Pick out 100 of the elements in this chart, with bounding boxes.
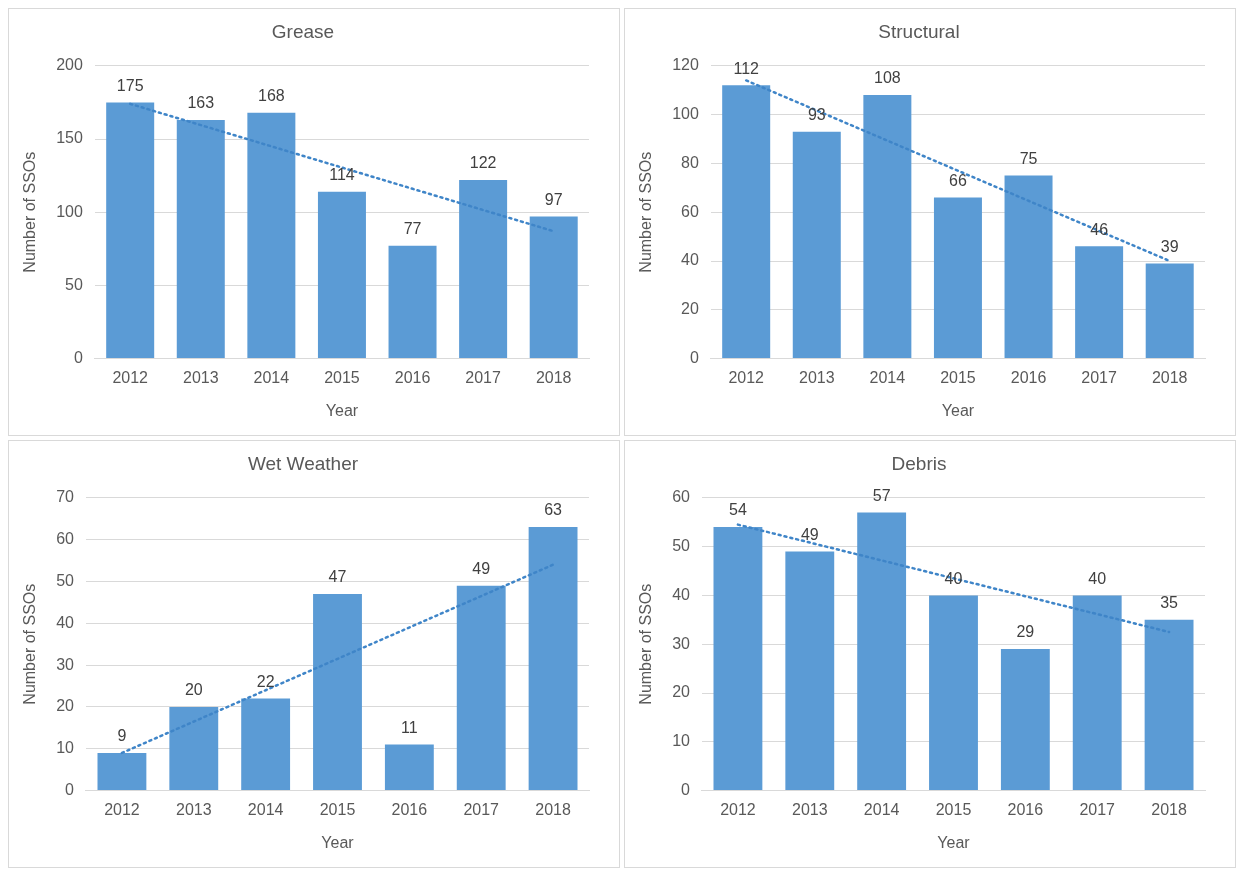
bar xyxy=(1072,595,1122,791)
data-label: 122 xyxy=(469,154,497,172)
bar xyxy=(929,595,978,791)
bar xyxy=(529,216,578,359)
x-tick-label: 2014 xyxy=(869,368,906,386)
data-label: 66 xyxy=(949,171,967,189)
y-axis-title: Number of SSOs xyxy=(21,583,39,705)
y-tick-label: 30 xyxy=(56,655,75,673)
x-axis-title: Year xyxy=(325,401,359,419)
bar xyxy=(1144,619,1194,791)
x-tick-label: 2018 xyxy=(535,368,572,386)
y-tick-label: 0 xyxy=(65,781,75,799)
x-tick-label: 2017 xyxy=(1079,800,1116,818)
x-tick-label: 2013 xyxy=(175,800,212,818)
x-axis-title: Year xyxy=(937,833,971,851)
bar xyxy=(722,85,771,359)
bar xyxy=(1145,263,1194,359)
data-label: 22 xyxy=(256,672,275,690)
chart-title: Grease xyxy=(271,20,335,42)
chart-title: Debris xyxy=(891,452,947,474)
y-tick-label: 0 xyxy=(73,349,83,367)
x-tick-label: 2012 xyxy=(112,368,149,386)
bar xyxy=(459,179,508,359)
y-tick-label: 0 xyxy=(689,349,699,367)
x-tick-label: 2014 xyxy=(247,800,284,818)
y-tick-label: 50 xyxy=(56,571,75,589)
x-tick-label: 2015 xyxy=(935,800,972,818)
x-tick-label: 2018 xyxy=(1151,368,1188,386)
bar xyxy=(169,706,219,791)
data-label: 57 xyxy=(872,486,891,504)
bar xyxy=(857,512,907,791)
data-label: 77 xyxy=(403,220,422,238)
y-tick-label: 60 xyxy=(56,530,75,548)
data-label: 20 xyxy=(184,681,203,699)
x-tick-label: 2012 xyxy=(104,800,140,818)
x-tick-label: 2017 xyxy=(1081,368,1118,386)
bar xyxy=(1075,246,1124,359)
data-label: 108 xyxy=(874,69,901,87)
y-tick-label: 100 xyxy=(672,105,699,123)
data-label: 11 xyxy=(401,718,418,736)
data-label: 112 xyxy=(733,59,760,77)
bar xyxy=(713,527,763,791)
y-tick-label: 80 xyxy=(681,153,699,171)
x-tick-label: 2017 xyxy=(465,368,502,386)
data-label: 54 xyxy=(729,501,747,519)
x-tick-label: 2015 xyxy=(319,800,356,818)
x-tick-label: 2016 xyxy=(1007,800,1044,818)
data-label: 75 xyxy=(1019,150,1038,168)
y-tick-label: 20 xyxy=(672,683,691,701)
bar xyxy=(528,527,578,791)
x-tick-label: 2014 xyxy=(253,368,290,386)
y-tick-label: 30 xyxy=(672,634,691,652)
bar xyxy=(933,197,982,359)
y-tick-label: 60 xyxy=(681,202,699,220)
x-tick-label: 2017 xyxy=(463,800,500,818)
bar xyxy=(863,95,912,359)
x-tick-label: 2013 xyxy=(791,800,828,818)
data-label: 97 xyxy=(544,191,563,208)
bar xyxy=(97,752,147,791)
data-label: 39 xyxy=(1160,237,1179,255)
x-tick-label: 2016 xyxy=(394,368,431,386)
y-tick-label: 200 xyxy=(56,56,83,74)
data-label: 49 xyxy=(800,525,819,543)
y-tick-label: 120 xyxy=(672,56,699,74)
y-axis-title: Number of SSOs xyxy=(21,151,39,273)
y-tick-label: 150 xyxy=(56,129,83,147)
bar xyxy=(792,131,841,359)
x-axis-title: Year xyxy=(321,833,355,851)
y-tick-label: 50 xyxy=(672,537,691,555)
bar xyxy=(384,744,434,791)
bar xyxy=(456,585,506,791)
x-tick-label: 2013 xyxy=(182,368,219,386)
bar xyxy=(176,119,225,359)
data-label: 163 xyxy=(187,94,215,112)
y-tick-label: 10 xyxy=(672,732,691,750)
data-label: 9 xyxy=(117,727,127,745)
bar xyxy=(317,191,366,359)
x-tick-label: 2018 xyxy=(1151,800,1187,818)
y-tick-label: 40 xyxy=(56,613,75,631)
bar xyxy=(241,698,291,791)
x-tick-label: 2016 xyxy=(1010,368,1047,386)
y-tick-label: 10 xyxy=(56,739,75,757)
x-tick-label: 2013 xyxy=(798,368,835,386)
bar xyxy=(1000,649,1050,791)
x-tick-label: 2015 xyxy=(940,368,976,386)
data-label: 35 xyxy=(1160,594,1179,612)
x-tick-label: 2014 xyxy=(863,800,900,818)
y-tick-label: 0 xyxy=(681,781,691,799)
bar xyxy=(313,594,362,791)
y-tick-label: 60 xyxy=(672,488,691,506)
x-tick-label: 2016 xyxy=(391,800,428,818)
bar xyxy=(247,112,296,359)
data-label: 63 xyxy=(544,501,563,519)
y-tick-label: 70 xyxy=(56,488,75,506)
data-label: 114 xyxy=(329,166,355,184)
y-tick-label: 20 xyxy=(681,300,699,318)
bar xyxy=(106,102,155,359)
bar xyxy=(1004,175,1053,359)
y-tick-label: 50 xyxy=(65,275,83,293)
y-tick-label: 20 xyxy=(56,697,75,715)
